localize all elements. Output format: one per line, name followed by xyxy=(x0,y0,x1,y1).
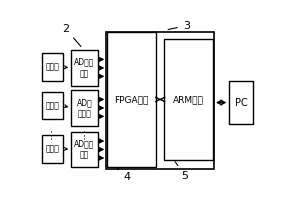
Bar xyxy=(229,81,253,124)
Bar xyxy=(71,90,98,126)
Text: ARM芯片: ARM芯片 xyxy=(173,95,204,104)
Bar xyxy=(42,135,63,163)
Text: ···: ··· xyxy=(79,127,92,139)
Bar xyxy=(71,132,98,167)
Bar xyxy=(71,50,98,86)
Text: 2: 2 xyxy=(62,24,81,47)
Text: 5: 5 xyxy=(175,162,189,181)
Text: 传感器: 传感器 xyxy=(46,144,59,153)
Bar xyxy=(107,32,156,167)
Text: AD采
集模块: AD采 集模块 xyxy=(77,98,92,118)
Text: FPGA芯片: FPGA芯片 xyxy=(115,95,149,104)
Text: AD采集
模块: AD采集 模块 xyxy=(74,139,95,160)
Text: PC: PC xyxy=(235,98,247,108)
Text: AD采集
模块: AD采集 模块 xyxy=(74,58,95,78)
Text: 传感器: 传感器 xyxy=(46,101,59,110)
Bar xyxy=(164,39,213,160)
Text: 传感器: 传感器 xyxy=(46,63,59,72)
Text: ···: ··· xyxy=(46,127,59,139)
Text: 3: 3 xyxy=(168,21,190,31)
Bar xyxy=(42,53,63,81)
Bar xyxy=(106,32,214,169)
Text: 4: 4 xyxy=(118,169,130,182)
Bar xyxy=(42,92,63,119)
